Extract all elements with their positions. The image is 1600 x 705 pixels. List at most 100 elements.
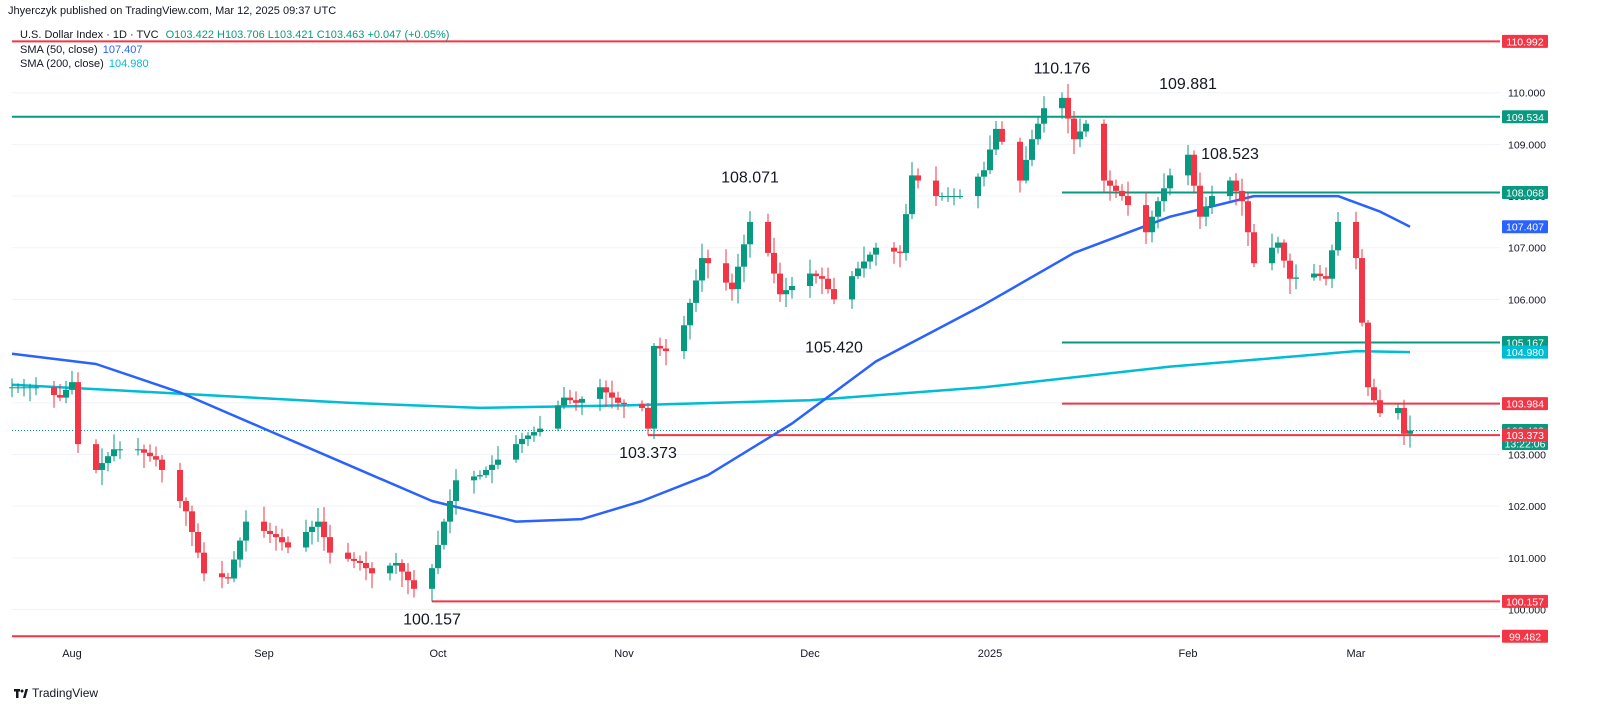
candle-body (1269, 247, 1275, 264)
candle-body (1251, 232, 1257, 264)
candle-body (285, 542, 291, 548)
candle-body (813, 273, 819, 277)
annotation-label: 100.157 (403, 611, 461, 628)
candle-body (1365, 322, 1371, 388)
price-label-text: 104.980 (1506, 347, 1544, 359)
candle-body (783, 290, 789, 295)
candle-body (579, 398, 585, 403)
x-tick-label: Aug (62, 648, 82, 660)
candle-body (1143, 205, 1149, 233)
sma50-line (11, 194, 1411, 523)
price-label-text: 103.984 (1506, 399, 1544, 411)
candle-body (657, 345, 663, 349)
candle-body (15, 387, 21, 389)
candle-body (345, 552, 351, 559)
candle-body (99, 463, 105, 470)
candle-body (33, 387, 39, 389)
candle-body (1149, 216, 1155, 233)
footer-brand[interactable]: TradingView (14, 686, 98, 700)
candle-body (777, 273, 783, 295)
candle-body (681, 325, 687, 352)
candle-body (411, 580, 417, 589)
candle-body (153, 456, 159, 460)
candle-body (441, 521, 447, 545)
candle-body (75, 382, 81, 445)
candle-body (1191, 154, 1197, 186)
candle-body (267, 530, 273, 535)
candle-body (177, 469, 183, 501)
price-label-text: 100.157 (1506, 596, 1544, 608)
candle-body (687, 302, 693, 326)
candle-body (705, 258, 711, 264)
price-scale-label: 100.157 (1502, 594, 1548, 608)
candle-body (855, 268, 861, 277)
annotation-label: 110.176 (1034, 61, 1091, 78)
price-label-box (1502, 428, 1548, 442)
candle-body (1281, 242, 1287, 261)
candle-body (603, 387, 609, 393)
candle-body (387, 565, 393, 574)
candle-body (849, 276, 855, 300)
candle-body (1287, 260, 1293, 279)
candle-body (1113, 185, 1119, 191)
candle-body (909, 175, 915, 215)
candle-body (789, 285, 795, 291)
price-scale-label: 110.992 (1502, 34, 1548, 48)
price-label-box (1502, 186, 1548, 200)
candle-body (1065, 97, 1071, 119)
tradingview-logo-icon (14, 688, 28, 698)
annotation-label: 108.523 (1201, 146, 1259, 163)
candle-body (1245, 201, 1251, 233)
candle-body (825, 278, 831, 290)
candle-body (1161, 188, 1167, 202)
candle-body (1371, 387, 1377, 401)
candle-body (1377, 400, 1383, 414)
x-tick-label: Dec (800, 648, 820, 660)
candle-body (1311, 273, 1317, 278)
candle-body (435, 544, 441, 569)
candle-body (261, 521, 267, 531)
candle-body (1119, 190, 1125, 197)
candle-body (1407, 430, 1413, 434)
candle-body (1017, 141, 1023, 181)
price-scale-label: 108.068 (1502, 186, 1548, 200)
candle-body (1101, 123, 1107, 181)
candle-body (447, 500, 453, 522)
candle-body (873, 247, 879, 255)
candle-body (225, 577, 231, 579)
candle-body (51, 387, 57, 396)
price-label-box (1502, 629, 1548, 643)
candle-body (1077, 131, 1083, 140)
candle-body (183, 500, 189, 512)
price-scale-label: 103.984 (1502, 397, 1548, 411)
annotation-label: 109.881 (1159, 76, 1217, 93)
candle-body (639, 404, 645, 408)
price-scale-label: 99.482 (1502, 629, 1548, 643)
y-tick-label: 107.000 (1508, 243, 1546, 255)
candle-body (957, 196, 963, 198)
price-label-box (1502, 594, 1548, 608)
candle-body (525, 435, 531, 439)
candle-body (729, 282, 735, 290)
sma200-line (11, 349, 1411, 410)
candle-body (195, 531, 201, 553)
y-tick-label: 110.000 (1508, 88, 1545, 100)
candle-body (111, 449, 117, 457)
candle-body (1203, 206, 1209, 217)
candle-body (309, 526, 315, 532)
footer-brand-label: TradingView (32, 686, 99, 700)
candle-body (1059, 97, 1065, 109)
candle-body (483, 469, 489, 476)
price-label-text: 103.373 (1506, 430, 1544, 442)
candle-body (663, 348, 669, 352)
candle-body (1029, 139, 1035, 160)
candle-body (1083, 123, 1089, 132)
candle-body (933, 180, 939, 197)
candle-body (279, 537, 285, 543)
candle-body (429, 568, 435, 589)
candle-body (1197, 185, 1203, 217)
x-tick-label: Mar (1347, 648, 1366, 660)
candle-body (1401, 407, 1407, 434)
candle-body (1317, 273, 1323, 277)
